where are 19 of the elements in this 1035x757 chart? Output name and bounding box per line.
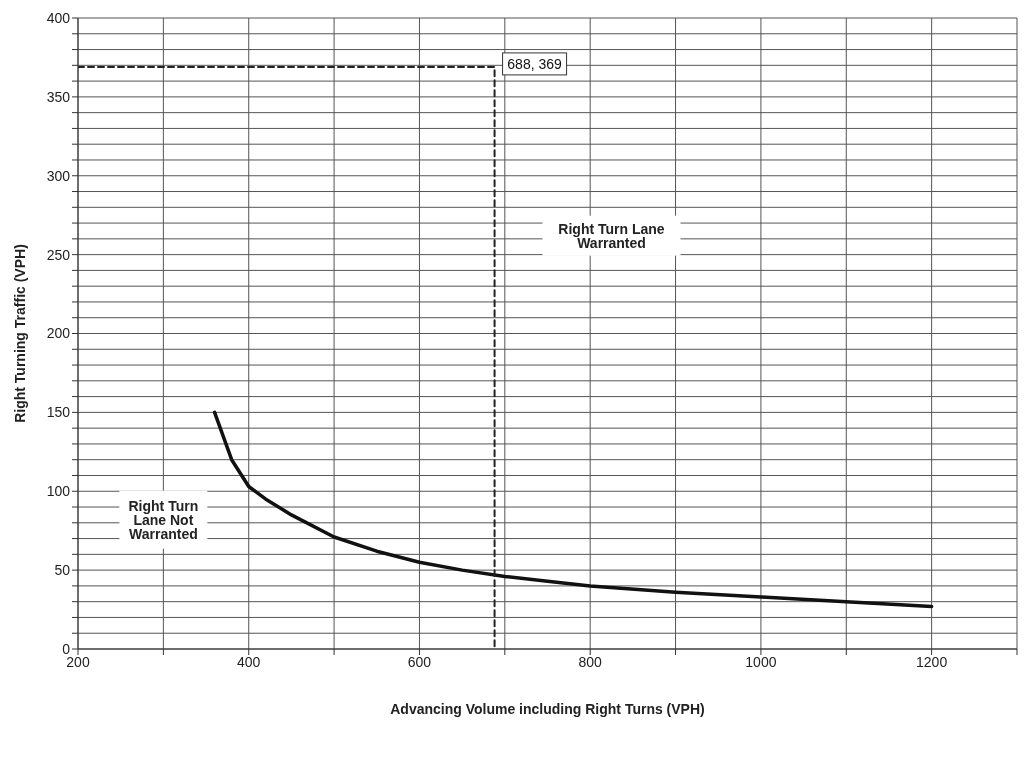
y-axis-title: Right Turning Traffic (VPH) <box>11 244 28 423</box>
y-tick-label: 200 <box>46 325 71 342</box>
x-tick-label: 1200 <box>916 653 948 670</box>
x-tick-label: 400 <box>237 653 261 670</box>
x-tick-label: 600 <box>407 653 432 670</box>
annotation: 688, 369 <box>507 55 563 72</box>
x-axis-title: Advancing Volume including Right Turns (VPH) <box>390 701 705 717</box>
y-tick-label: 250 <box>46 246 71 263</box>
y-tick-label: 50 <box>54 562 71 579</box>
y-tick-label: 350 <box>46 88 71 105</box>
annotation: Right Turn Lane Not Warranted <box>128 497 199 542</box>
x-tick-label: 800 <box>578 653 603 670</box>
y-tick-label: 300 <box>46 167 71 184</box>
y-tick-label: 100 <box>46 483 71 500</box>
line-series <box>212 410 934 609</box>
annotation: Right Turn Lane Warranted <box>558 220 665 251</box>
y-tick-label: 400 <box>46 9 71 26</box>
y-tick-label: 150 <box>46 404 71 421</box>
x-tick-label: 1000 <box>745 653 777 670</box>
